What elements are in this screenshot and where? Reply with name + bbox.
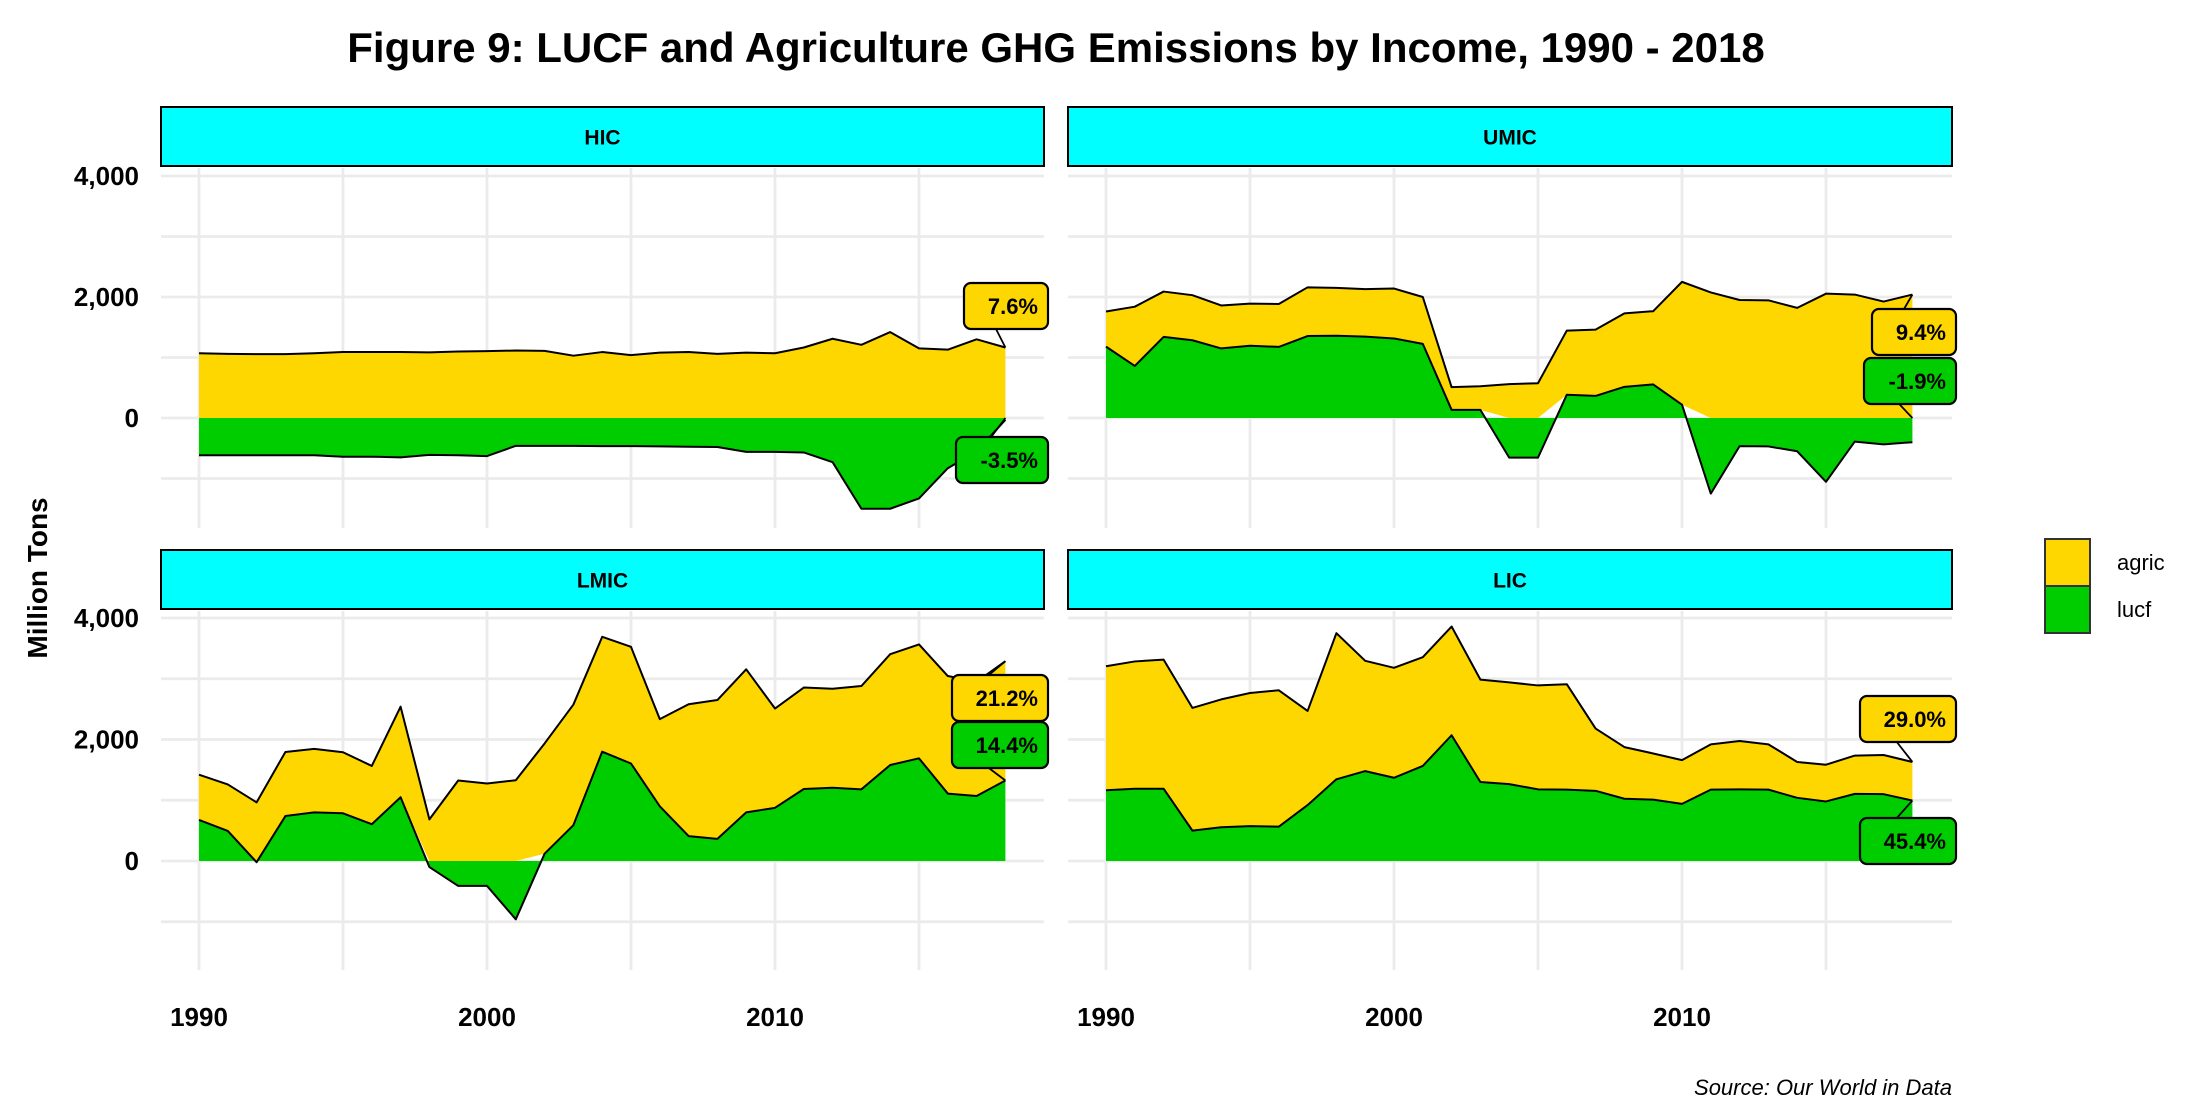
legend-label: lucf (2117, 597, 2152, 622)
y-tick-label: 0 (125, 846, 139, 876)
panel-lic: LIC 29.0% 45.4% 1990 2000 2010 (1067, 549, 1958, 1032)
x-tick-label: 2000 (458, 1002, 516, 1032)
label-leader-lucf (1896, 799, 1914, 819)
end-label-box-lucf (1862, 356, 1958, 406)
x-tick-label: 2000 (1365, 1002, 1423, 1032)
facet-strip-label: LIC (1493, 570, 1527, 593)
x-tick-label: 2010 (1653, 1002, 1711, 1032)
end-label-box-agric (962, 281, 1050, 331)
y-tick-label: 4,000 (74, 603, 139, 633)
label-leader-agric (988, 660, 1006, 676)
panel-umic: UMIC 9.4% -1.9% (1067, 106, 1958, 528)
label-leader-lucf (990, 417, 1007, 438)
area-lucf (199, 418, 1006, 509)
facet-strip (1067, 549, 1953, 610)
line-agric (1105, 625, 1913, 766)
legend-item-lucf: lucf (2044, 585, 2152, 634)
area-agric (199, 332, 1006, 418)
end-label-agric: 29.0% (1884, 707, 1946, 732)
facet-strip-label: LMIC (577, 570, 628, 593)
facet-strip (160, 549, 1045, 610)
line-agric (1105, 280, 1913, 389)
end-label-lucf: -1.9% (1889, 369, 1946, 394)
x-tick-label: 1990 (1077, 1002, 1135, 1032)
facet-strip (1067, 106, 1953, 167)
facet-strip (160, 106, 1045, 167)
label-leader-agric (1903, 294, 1914, 310)
end-label-lucf: 45.4% (1884, 829, 1946, 854)
panel-hic: HIC 7.6% -3.5% 4,000 2,000 0 (74, 106, 1050, 528)
end-label-lucf: -3.5% (981, 448, 1038, 473)
x-tick-label: 1990 (170, 1002, 228, 1032)
end-label-box-agric (1870, 307, 1958, 357)
end-label-box-lucf (950, 720, 1050, 770)
y-axis-title: Million Tons (22, 497, 53, 658)
label-leader-agric (1896, 741, 1914, 763)
y-tick-label: 0 (125, 403, 139, 433)
end-label-agric: 7.6% (988, 294, 1038, 319)
line-lucf (1105, 734, 1913, 832)
end-label-box-lucf (954, 435, 1050, 485)
panels: HIC 7.6% -3.5% 4,000 2,000 0 UMIC 9.4% -1.9% LMIC… (74, 106, 1958, 1032)
area-lucf (1106, 335, 1913, 494)
end-label-box-lucf (1858, 816, 1958, 866)
y-tick-label: 2,000 (74, 725, 139, 755)
line-lucf (198, 750, 1006, 921)
end-label-agric: 9.4% (1896, 320, 1946, 345)
area-agric (199, 636, 1006, 861)
area-agric (1106, 281, 1913, 418)
legend-key-agric (2044, 538, 2091, 587)
area-lucf (1106, 735, 1913, 861)
area-agric (1106, 626, 1913, 831)
legend-item-agric: agric (2044, 538, 2165, 587)
legend-key-lucf (2044, 585, 2091, 634)
label-leader-lucf (988, 767, 1006, 782)
line-agric (198, 331, 1006, 357)
line-lucf (1105, 334, 1913, 495)
facet-strip-label: UMIC (1483, 127, 1537, 150)
label-leader-agric (995, 328, 1007, 348)
chart-title: Figure 9: LUCF and Agriculture GHG Emiss… (347, 24, 1764, 71)
area-lucf (199, 751, 1006, 920)
panel-lmic: LMIC 21.2% 14.4% 4,000 2,000 0 1990 2000 2010 (74, 549, 1050, 1032)
end-label-agric: 21.2% (976, 686, 1038, 711)
facet-strip-label: HIC (584, 127, 620, 150)
label-leader-lucf (1898, 403, 1914, 419)
y-tick-label: 2,000 (74, 282, 139, 312)
x-tick-label: 2010 (746, 1002, 804, 1032)
source-caption: Source: Our World in Data (1694, 1075, 1952, 1100)
end-label-lucf: 14.4% (976, 733, 1038, 758)
line-agric (198, 635, 1006, 821)
line-lucf (199, 419, 1007, 510)
y-tick-label: 4,000 (74, 161, 139, 191)
end-label-box-agric (1858, 694, 1958, 744)
legend-label: agric (2117, 550, 2165, 575)
legend: agric lucf (2044, 538, 2165, 634)
